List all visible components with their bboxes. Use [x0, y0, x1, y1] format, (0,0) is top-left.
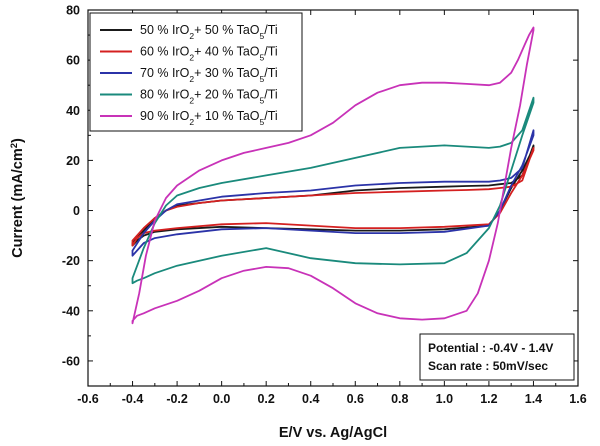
legend-2-a: 60 % IrO: [140, 45, 190, 59]
legend-label-5: 90 % IrO2+ 10 % TaO5/Ti: [140, 109, 278, 127]
y-axis-title-sup: 2: [9, 143, 20, 148]
y-tick-label: 40: [66, 104, 80, 118]
legend-3-b_sub: 5: [260, 74, 265, 84]
legend-2-b_sub: 5: [260, 53, 265, 63]
y-tick-label: -40: [62, 304, 80, 318]
y-axis-title-suffix: ): [10, 138, 26, 143]
x-tick-label: 1.2: [480, 392, 497, 406]
legend-1-b_sub: 5: [260, 31, 265, 41]
annotation-potential: Potential : -0.4V - 1.4V: [428, 341, 553, 355]
legend-label-1: 50 % IrO2+ 50 % TaO5/Ti: [140, 23, 278, 41]
legend-2-a_sub: 2: [189, 53, 194, 63]
series-line-5: [131, 26, 535, 325]
y-tick-label: -60: [62, 354, 80, 368]
legend-5-b_sub: 5: [260, 117, 265, 127]
y-tick-label: 80: [66, 4, 80, 18]
legend-4-b_sub: 5: [260, 96, 265, 106]
x-tick-label: 0.6: [347, 392, 364, 406]
x-tick-label: 0.8: [391, 392, 408, 406]
x-axis-title: E/V vs. Ag/AgCl: [279, 425, 387, 441]
legend-4-a_sub: 2: [189, 96, 194, 106]
legend-5-a_sub: 2: [189, 117, 194, 127]
x-tick-label: 1.0: [436, 392, 453, 406]
x-tick-label: 1.6: [569, 392, 586, 406]
x-tick-label: 0.2: [257, 392, 274, 406]
x-tick-label: -0.2: [166, 392, 188, 406]
legend-1-b: + 50 % TaO: [194, 23, 260, 37]
series-line-2: [131, 146, 535, 247]
legend-label-4: 80 % IrO2+ 20 % TaO5/Ti: [140, 88, 278, 106]
series-line-1: [131, 144, 535, 247]
legend-3-a: 70 % IrO: [140, 66, 190, 80]
series-line-4: [131, 96, 535, 285]
legend-label-3: 70 % IrO2+ 30 % TaO5/Ti: [140, 66, 278, 84]
legend-3-a_sub: 2: [189, 74, 194, 84]
legend-2-c: /Ti: [264, 45, 277, 59]
legend-1-a: 50 % IrO: [140, 23, 190, 37]
x-tick-label: 0.4: [302, 392, 319, 406]
y-axis-title-prefix: Current (mA/cm: [10, 148, 26, 258]
series-layer: [131, 26, 535, 325]
y-axis-title: Current (mA/cm2): [9, 138, 27, 258]
legend-5-a: 90 % IrO: [140, 109, 190, 123]
y-tick-label: -20: [62, 254, 80, 268]
y-axis-ticks: -60 -40 -20 0 20 40 60 80: [62, 4, 578, 368]
legend-3-b: + 30 % TaO: [194, 66, 260, 80]
annotation-box: [419, 333, 575, 381]
series-line-3: [131, 129, 535, 257]
legend-4-a: 80 % IrO: [140, 88, 190, 102]
y-tick-label: 20: [66, 154, 80, 168]
legend-4-b: + 20 % TaO: [194, 88, 260, 102]
y-tick-label: 60: [66, 54, 80, 68]
legend-label-2: 60 % IrO2+ 40 % TaO5/Ti: [140, 45, 278, 63]
x-tick-label: 0.0: [213, 392, 230, 406]
legend-3-c: /Ti: [264, 66, 277, 80]
legend-5-b: + 10 % TaO: [194, 109, 260, 123]
x-tick-label: -0.4: [122, 392, 144, 406]
annotation-scan-rate: Scan rate : 50mV/sec: [428, 359, 548, 373]
legend-2-b: + 40 % TaO: [194, 45, 260, 59]
legend-4-c: /Ti: [264, 88, 277, 102]
legend-1-a_sub: 2: [189, 31, 194, 41]
legend-5-c: /Ti: [264, 109, 277, 123]
legend-1-c: /Ti: [264, 23, 277, 37]
y-tick-label: 0: [73, 204, 80, 218]
x-tick-label: 1.4: [525, 392, 542, 406]
x-tick-label: -0.6: [77, 392, 99, 406]
annotation: Potential : -0.4V - 1.4V Scan rate : 50m…: [419, 333, 575, 381]
